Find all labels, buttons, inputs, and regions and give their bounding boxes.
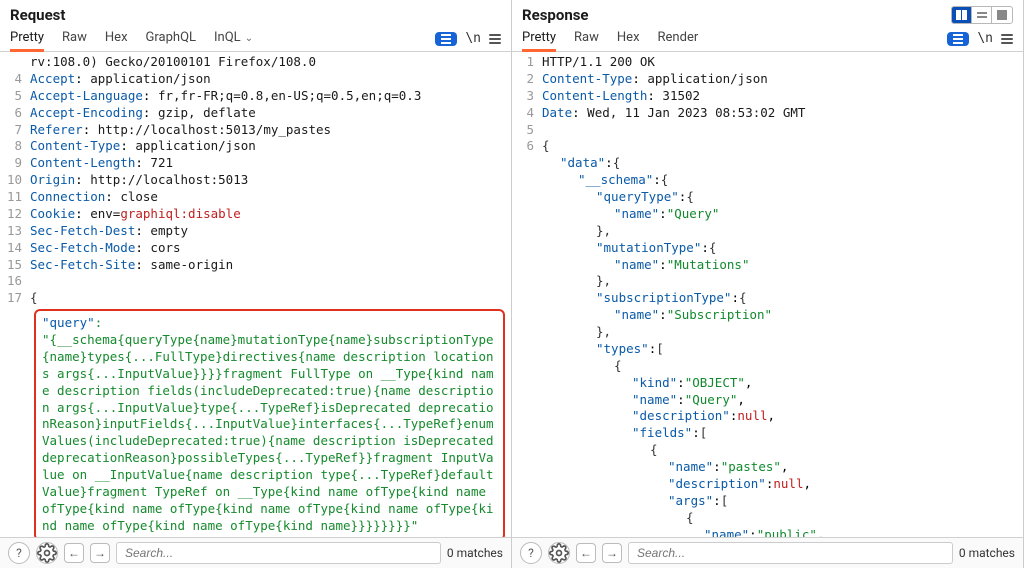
nav-prev-icon-response[interactable]: ← xyxy=(576,543,596,563)
code-line: "fields":[ xyxy=(516,425,1023,442)
matches-label: 0 matches xyxy=(447,546,503,560)
tab-pretty[interactable]: Pretty xyxy=(522,26,556,51)
help-icon[interactable]: ? xyxy=(8,542,30,564)
request-panel: Request Pretty Raw Hex GraphQL InQL⌄ \n rv:1… xyxy=(0,0,512,568)
gear-icon-response[interactable] xyxy=(548,542,570,564)
code-line: "mutationType":{ xyxy=(516,240,1023,257)
gear-icon[interactable] xyxy=(36,542,58,564)
matches-label-response: 0 matches xyxy=(959,546,1015,560)
nav-next-icon[interactable]: → xyxy=(90,543,110,563)
tab-graphql[interactable]: GraphQL xyxy=(146,26,196,51)
tab-hex[interactable]: Hex xyxy=(105,26,128,51)
help-icon-response[interactable]: ? xyxy=(520,542,542,564)
menu-icon[interactable] xyxy=(489,34,501,44)
code-line: { xyxy=(516,442,1023,459)
code-line: { xyxy=(516,510,1023,527)
code-line: "name":"Subscription" xyxy=(516,307,1023,324)
code-line: 17{ xyxy=(4,290,511,307)
view-stack-icon[interactable] xyxy=(972,7,992,23)
code-line: "name":"Query", xyxy=(516,392,1023,409)
code-line: "name":"pastes", xyxy=(516,459,1023,476)
chevron-down-icon: ⌄ xyxy=(245,33,253,44)
tab-render[interactable]: Render xyxy=(658,26,699,51)
query-highlight-box: "query":"{__schema{queryType{name}mutati… xyxy=(34,309,505,537)
wrap-toggle-response[interactable]: \n xyxy=(977,31,993,46)
request-body[interactable]: rv:108.0) Gecko/20100101 Firefox/108.04A… xyxy=(0,52,511,537)
code-line: 15Sec-Fetch-Site: same-origin xyxy=(4,257,511,274)
code-line: "types":[ xyxy=(516,341,1023,358)
nav-prev-icon[interactable]: ← xyxy=(64,543,84,563)
code-line: 3Content-Length: 31502 xyxy=(516,88,1023,105)
nav-next-icon-response[interactable]: → xyxy=(602,543,622,563)
response-header: Response xyxy=(512,0,1023,26)
request-header: Request xyxy=(0,0,511,26)
code-line: "data":{ xyxy=(516,155,1023,172)
code-line: "description":null, xyxy=(516,408,1023,425)
actions-button[interactable] xyxy=(435,32,457,46)
code-line: "subscriptionType":{ xyxy=(516,290,1023,307)
code-line: 9Content-Length: 721 xyxy=(4,155,511,172)
view-single-icon[interactable] xyxy=(992,7,1012,23)
code-line: "queryType":{ xyxy=(516,189,1023,206)
code-line: 16 xyxy=(4,273,511,290)
code-line: { xyxy=(516,358,1023,375)
code-line: "kind":"OBJECT", xyxy=(516,375,1023,392)
menu-icon-response[interactable] xyxy=(1001,34,1013,44)
code-line: 12Cookie: env=graphiql:disable xyxy=(4,206,511,223)
code-line: "name":"Query" xyxy=(516,206,1023,223)
actions-button-response[interactable] xyxy=(947,32,969,46)
response-tools: \n xyxy=(947,31,1013,46)
view-split-icon[interactable] xyxy=(952,7,972,23)
tab-hex[interactable]: Hex xyxy=(617,26,640,51)
code-line: 5Accept-Language: fr,fr-FR;q=0.8,en-US;q… xyxy=(4,88,511,105)
code-line: "name":"Mutations" xyxy=(516,257,1023,274)
request-title: Request xyxy=(10,6,65,24)
response-panel: Response Pretty Raw Hex Render \n 1HTTP/1.1… xyxy=(512,0,1024,568)
code-line: "name":"public", xyxy=(516,527,1023,538)
search-input[interactable] xyxy=(116,542,441,564)
code-line: 6{ xyxy=(516,138,1023,155)
code-line: 4Accept: application/json xyxy=(4,71,511,88)
tab-raw[interactable]: Raw xyxy=(62,26,87,51)
code-line: 10Origin: http://localhost:5013 xyxy=(4,172,511,189)
code-line: 8Content-Type: application/json xyxy=(4,138,511,155)
code-line: 14Sec-Fetch-Mode: cors xyxy=(4,240,511,257)
code-line: 11Connection: close xyxy=(4,189,511,206)
request-tabs-row: Pretty Raw Hex GraphQL InQL⌄ \n xyxy=(0,26,511,52)
response-body[interactable]: 1HTTP/1.1 200 OK2Content-Type: applicati… xyxy=(512,52,1023,537)
code-line: 5 xyxy=(516,122,1023,139)
code-line: "description":null, xyxy=(516,476,1023,493)
code-line: "__schema":{ xyxy=(516,172,1023,189)
request-tabs: Pretty Raw Hex GraphQL InQL⌄ xyxy=(10,26,435,51)
view-toggle-group xyxy=(951,6,1013,24)
code-line: "args":[ xyxy=(516,493,1023,510)
response-tabs-row: Pretty Raw Hex Render \n xyxy=(512,26,1023,52)
code-line: }, xyxy=(516,273,1023,290)
tab-raw[interactable]: Raw xyxy=(574,26,599,51)
response-tabs: Pretty Raw Hex Render xyxy=(522,26,947,51)
code-line: 6Accept-Encoding: gzip, deflate xyxy=(4,105,511,122)
tab-pretty[interactable]: Pretty xyxy=(10,26,44,51)
tab-inql[interactable]: InQL⌄ xyxy=(214,26,253,51)
code-line: }, xyxy=(516,324,1023,341)
code-line: 4Date: Wed, 11 Jan 2023 08:53:02 GMT xyxy=(516,105,1023,122)
code-line: 1HTTP/1.1 200 OK xyxy=(516,54,1023,71)
response-title: Response xyxy=(522,6,589,24)
wrap-toggle[interactable]: \n xyxy=(465,31,481,46)
request-footer: ? ← → 0 matches xyxy=(0,537,511,568)
code-line: }, xyxy=(516,223,1023,240)
code-line: 2Content-Type: application/json xyxy=(516,71,1023,88)
code-line: 13Sec-Fetch-Dest: empty xyxy=(4,223,511,240)
response-footer: ? ← → 0 matches xyxy=(512,537,1023,568)
search-input-response[interactable] xyxy=(628,542,953,564)
code-line: 7Referer: http://localhost:5013/my_paste… xyxy=(4,122,511,139)
code-line: rv:108.0) Gecko/20100101 Firefox/108.0 xyxy=(4,54,511,71)
request-tools: \n xyxy=(435,31,501,46)
